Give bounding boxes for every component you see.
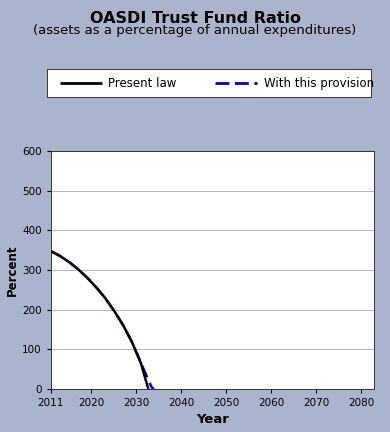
- X-axis label: Year: Year: [196, 413, 229, 426]
- Text: With this provision: With this provision: [264, 76, 374, 90]
- Text: OASDI Trust Fund Ratio: OASDI Trust Fund Ratio: [89, 11, 301, 26]
- Text: Present law: Present law: [108, 76, 177, 90]
- Text: (assets as a percentage of annual expenditures): (assets as a percentage of annual expend…: [34, 24, 356, 37]
- Y-axis label: Percent: Percent: [6, 244, 19, 296]
